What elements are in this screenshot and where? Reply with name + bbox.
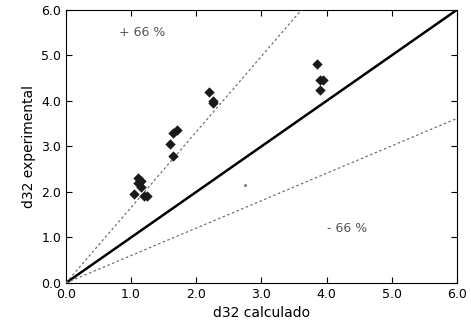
Point: [134, 180, 141, 186]
Point: [317, 78, 324, 83]
Y-axis label: d32 experimental: d32 experimental: [22, 85, 35, 208]
X-axis label: d32 calculado: d32 calculado: [213, 306, 310, 320]
Point: [317, 87, 324, 92]
Point: [209, 101, 216, 106]
Point: [137, 178, 145, 183]
Text: + 66 %: + 66 %: [119, 26, 166, 39]
Point: [144, 194, 151, 199]
Text: - 66 %: - 66 %: [326, 222, 367, 235]
Point: [137, 185, 145, 190]
Point: [209, 98, 216, 104]
Point: [130, 191, 138, 197]
Point: [205, 89, 213, 94]
Point: [319, 78, 327, 83]
Point: [313, 62, 321, 67]
Point: [173, 128, 180, 133]
Point: [170, 153, 177, 158]
Point: [140, 194, 148, 199]
Point: [170, 130, 177, 136]
Point: [134, 176, 141, 181]
Point: [166, 141, 174, 147]
